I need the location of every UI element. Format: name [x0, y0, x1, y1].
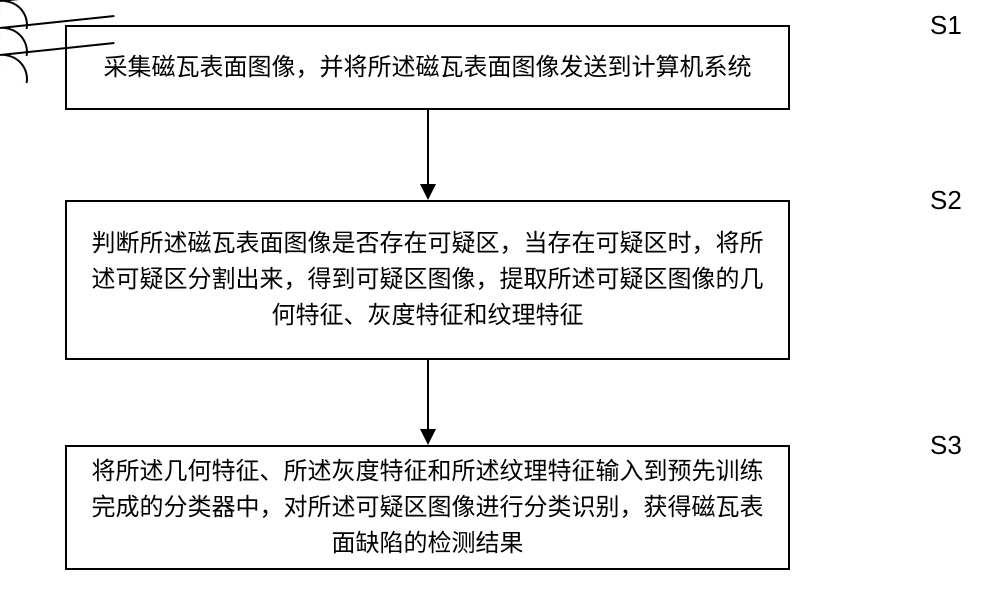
arrow-head-2: [420, 429, 436, 445]
connector-curve-s3: [0, 54, 32, 84]
flow-box-s1: 采集磁瓦表面图像，并将所述磁瓦表面图像发送到计算机系统: [65, 25, 790, 110]
label-s3: S3: [930, 430, 962, 461]
flow-text-s1: 采集磁瓦表面图像，并将所述磁瓦表面图像发送到计算机系统: [104, 50, 752, 86]
label-s1: S1: [930, 10, 962, 41]
flow-box-s3: 将所述几何特征、所述灰度特征和所述纹理特征输入到预先训练完成的分类器中，对所述可…: [65, 445, 790, 570]
flow-text-s3: 将所述几何特征、所述灰度特征和所述纹理特征输入到预先训练完成的分类器中，对所述可…: [87, 454, 768, 562]
flowchart-container: 采集磁瓦表面图像，并将所述磁瓦表面图像发送到计算机系统 S1 判断所述磁瓦表面图…: [0, 0, 1000, 604]
label-s2: S2: [930, 185, 962, 216]
flow-text-s2: 判断所述磁瓦表面图像是否存在可疑区，当存在可疑区时，将所述可疑区分割出来，得到可…: [87, 226, 768, 334]
flow-box-s2: 判断所述磁瓦表面图像是否存在可疑区，当存在可疑区时，将所述可疑区分割出来，得到可…: [65, 200, 790, 360]
arrow-line-1: [427, 110, 429, 185]
arrow-line-2: [427, 360, 429, 430]
connector-line-s1: [0, 0, 114, 2]
arrow-head-1: [420, 184, 436, 200]
